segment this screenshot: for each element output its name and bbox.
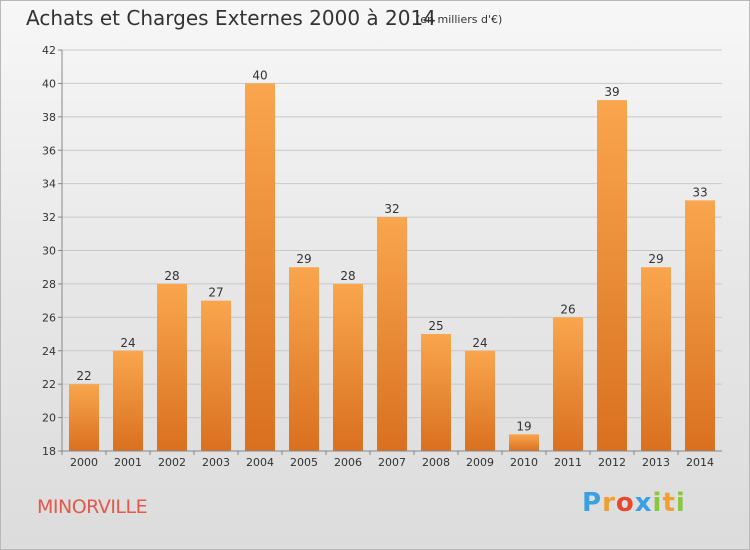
bar-2000 [69, 384, 99, 451]
bar-2001 [113, 350, 143, 451]
data-label: 28 [164, 269, 179, 283]
x-tick-label: 2000 [70, 456, 98, 469]
bar-2008 [421, 334, 451, 451]
bar-2014 [685, 200, 715, 451]
x-tick-label: 2006 [334, 456, 362, 469]
data-label: 26 [560, 302, 575, 316]
bar-2002 [157, 283, 187, 451]
x-tick-label: 2001 [114, 456, 142, 469]
logo-letter: i [652, 488, 663, 518]
y-tick-label: 20 [42, 412, 56, 425]
y-tick-label: 42 [42, 44, 56, 57]
data-label: 27 [208, 286, 223, 300]
data-label: 22 [76, 369, 91, 383]
bar-2011 [553, 317, 583, 451]
bar-2012 [597, 100, 627, 451]
y-tick-label: 40 [42, 77, 56, 90]
data-label: 24 [120, 336, 135, 350]
y-tick-label: 24 [42, 345, 56, 358]
bar-2005 [289, 267, 319, 451]
logo-letter: i [675, 488, 686, 518]
y-tick-label: 34 [42, 178, 56, 191]
chart-title: Achats et Charges Externes 2000 à 2014 [26, 6, 436, 30]
logo-letter: x [634, 488, 653, 518]
x-tick-label: 2012 [598, 456, 626, 469]
bar-2003 [201, 300, 231, 451]
data-label: 25 [428, 319, 443, 333]
x-tick-label: 2011 [554, 456, 582, 469]
logo-letter: P [582, 488, 603, 518]
bar-2007 [377, 217, 407, 451]
x-tick-label: 2010 [510, 456, 538, 469]
data-label: 29 [648, 252, 663, 266]
data-label: 28 [340, 269, 355, 283]
y-tick-label: 36 [42, 144, 56, 157]
logo-letter: r [602, 488, 616, 518]
data-label: 32 [384, 202, 399, 216]
data-label: 24 [472, 336, 487, 350]
x-tick-label: 2005 [290, 456, 318, 469]
y-tick-label: 22 [42, 378, 56, 391]
x-tick-label: 2013 [642, 456, 670, 469]
bar-2006 [333, 283, 363, 451]
y-tick-label: 18 [42, 445, 56, 458]
x-tick-label: 2008 [422, 456, 450, 469]
x-tick-label: 2002 [158, 456, 186, 469]
x-tick-label: 2009 [466, 456, 494, 469]
x-tick-label: 2003 [202, 456, 230, 469]
town-name: MINORVILLE [37, 496, 148, 518]
x-tick-label: 2014 [686, 456, 714, 469]
y-axis-ticks: 18 20 22 24 26 28 30 32 34 36 38 40 42 [42, 44, 722, 458]
data-label: 39 [604, 85, 619, 99]
data-label: 33 [692, 185, 707, 199]
logo-letter: o [615, 488, 635, 518]
bars [69, 83, 715, 452]
y-tick-label: 26 [42, 311, 56, 324]
data-label: 19 [516, 419, 531, 433]
proxiti-logo: Proxiti [582, 488, 686, 518]
x-tick-label: 2007 [378, 456, 406, 469]
bar-2004 [245, 83, 275, 452]
x-axis-ticks: 2000 2001 2002 2003 2004 2005 2006 2007 2008 2009… [61, 451, 714, 469]
data-label: 40 [252, 68, 267, 82]
y-tick-label: 32 [42, 211, 56, 224]
bar-2010 [509, 434, 539, 451]
chart-subtitle: (en milliers d'€) [416, 13, 503, 26]
data-labels: 22 24 28 27 40 29 28 32 25 24 19 26 39 29 33 [76, 68, 707, 433]
x-tick-label: 2004 [246, 456, 274, 469]
data-label: 29 [296, 252, 311, 266]
bar-2009 [465, 350, 495, 451]
y-tick-label: 38 [42, 111, 56, 124]
y-tick-label: 30 [42, 245, 56, 258]
y-tick-label: 28 [42, 278, 56, 291]
logo-letter: t [662, 488, 676, 518]
bar-2013 [641, 267, 671, 451]
